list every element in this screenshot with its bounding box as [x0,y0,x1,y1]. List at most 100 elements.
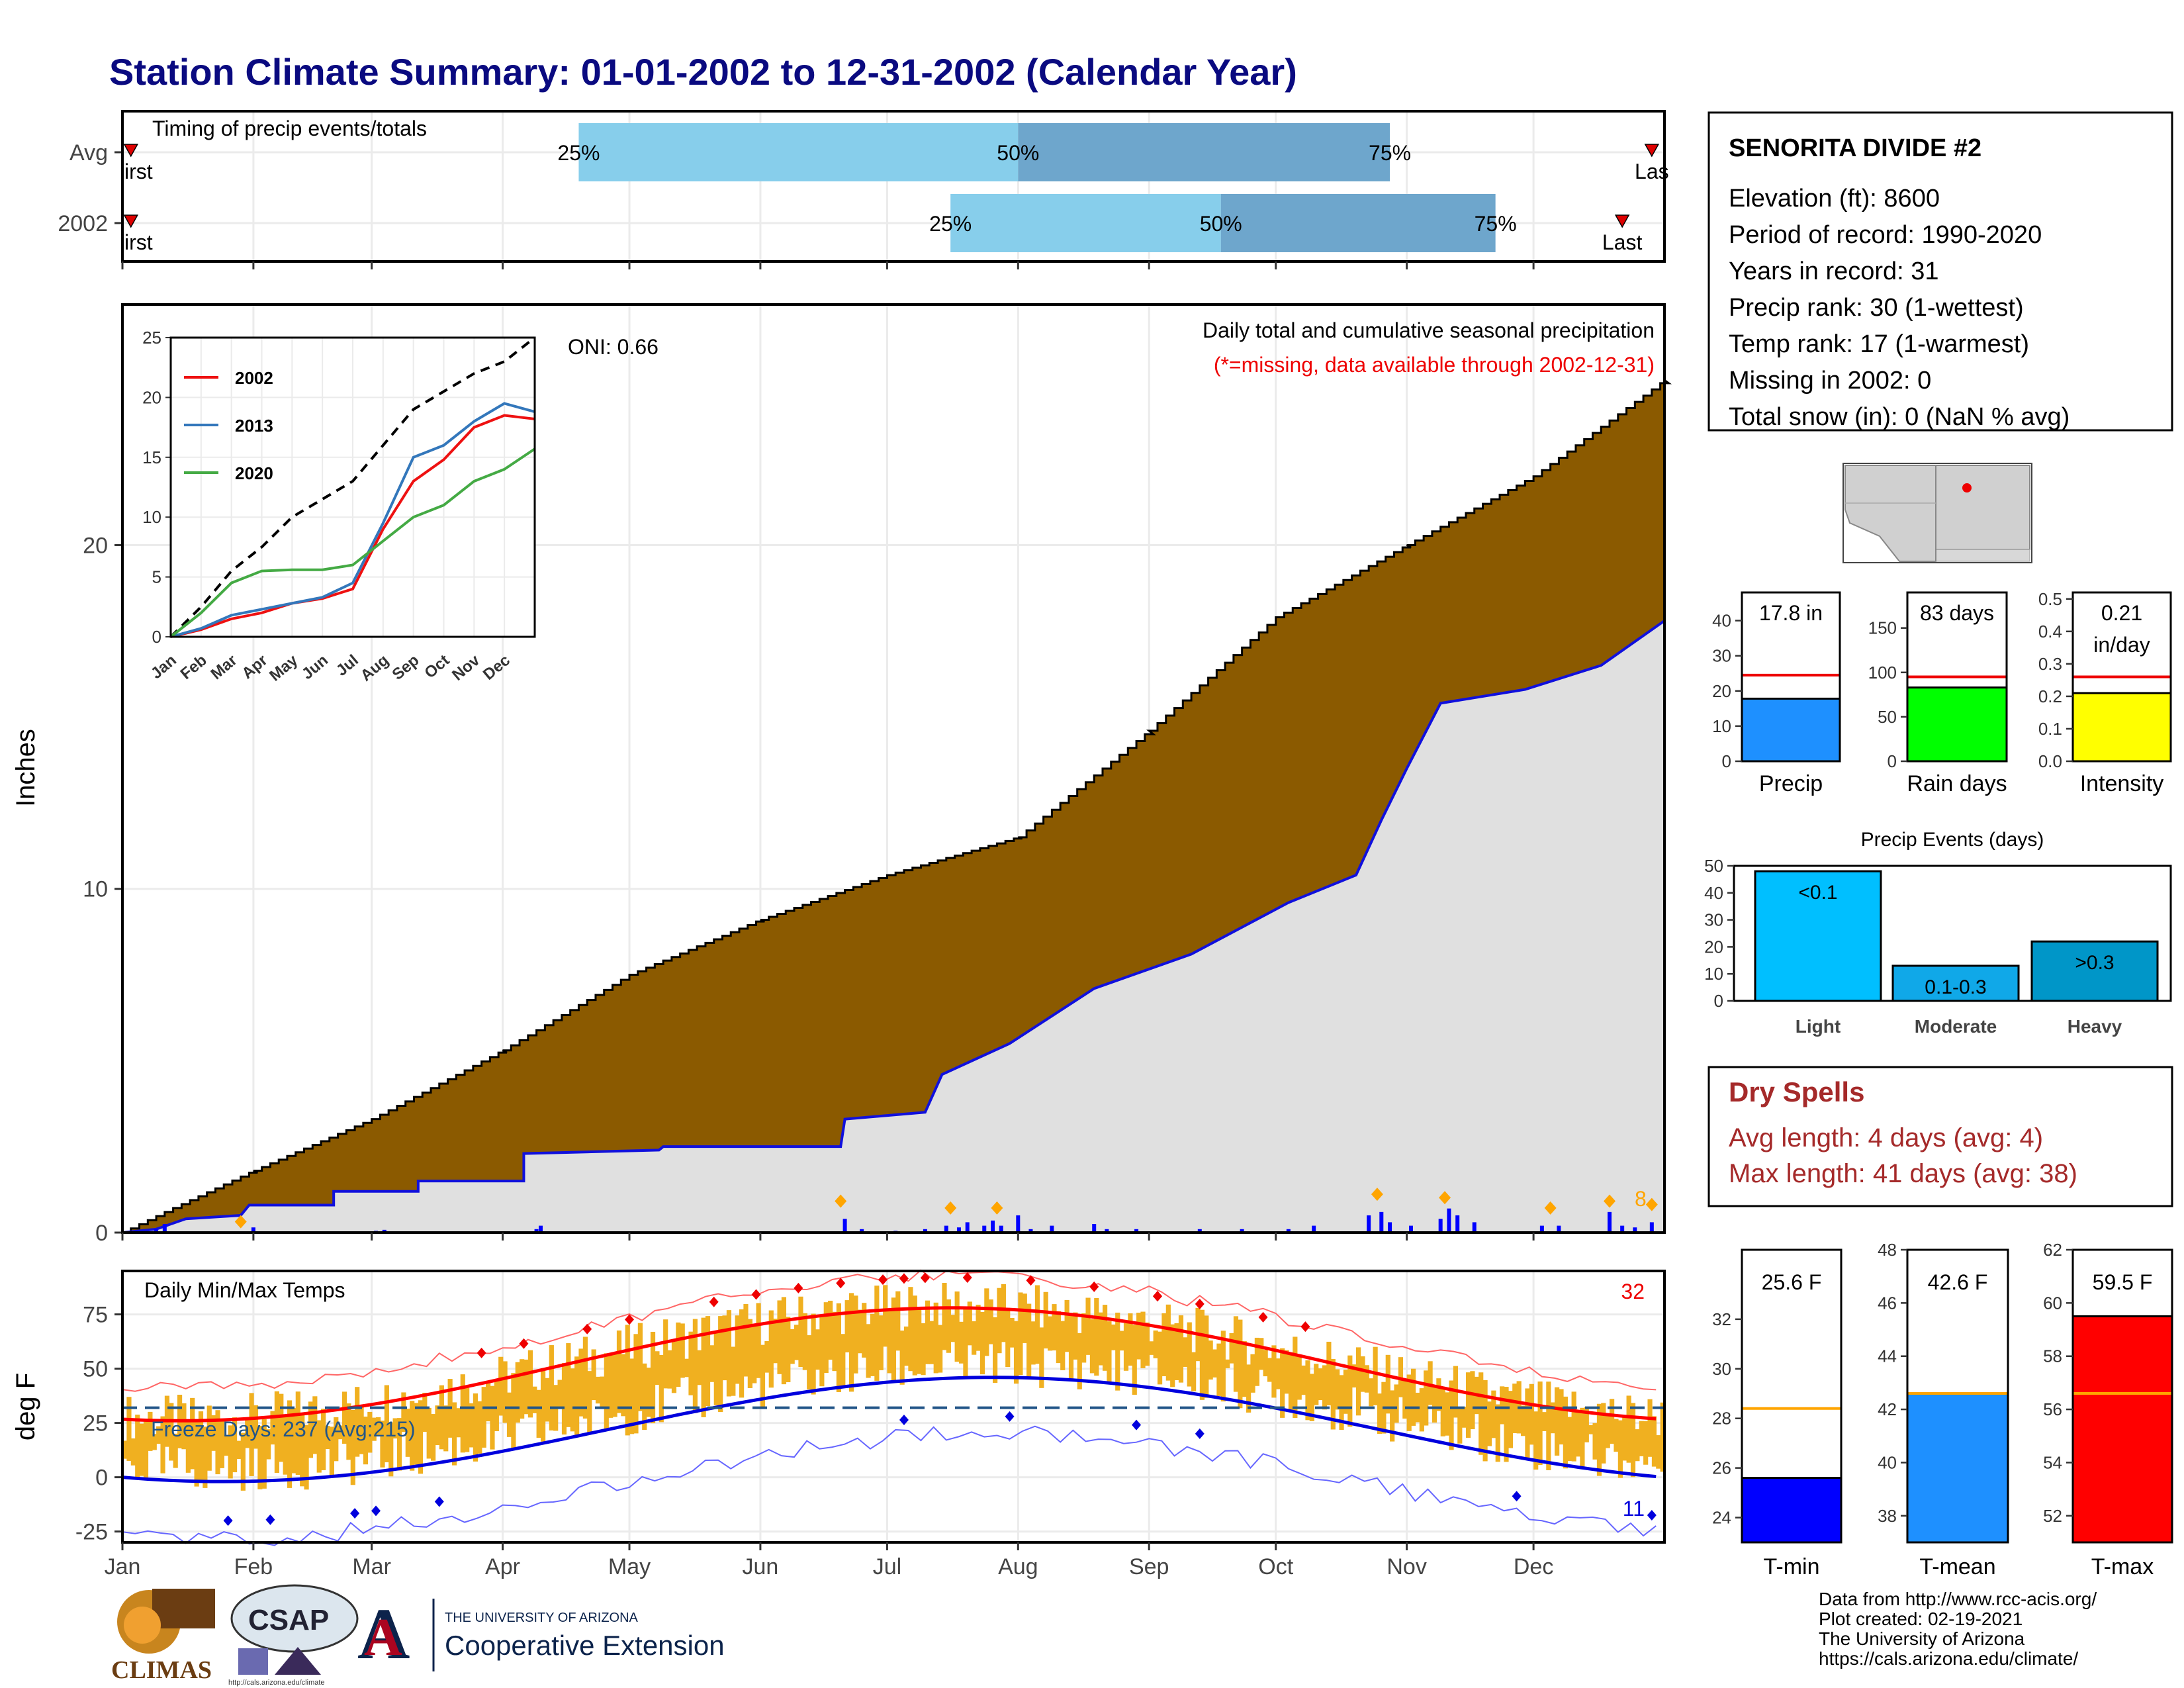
daily-temp-bar [1140,1311,1146,1368]
daily-temp-bar [139,1423,144,1476]
daily-temp-bar [1199,1309,1205,1400]
inset-series-line [169,447,536,638]
temp-summary-bar [1741,1477,1843,1544]
tempbar-ytick-label: 48 [1878,1240,1897,1260]
daily-temp-bar [266,1429,271,1460]
daily-temp-bar [925,1300,931,1364]
month-label: Sep [1129,1554,1169,1579]
daily-precip-bar [1633,1227,1637,1233]
month-label: Dec [1514,1554,1553,1579]
daily-precip-bar [1539,1225,1544,1233]
summary-ytick-label: 0.3 [2038,654,2062,674]
daily-temp-bar [1440,1389,1445,1436]
daily-precip-bar [1557,1225,1561,1233]
daily-temp-bar [1356,1347,1361,1416]
daily-temp-bar [756,1303,761,1378]
daily-temp-bar [253,1405,259,1449]
daily-temp-bar [396,1418,402,1471]
daily-temp-bar [1009,1318,1015,1348]
heavy-precip-marker [1439,1191,1451,1205]
summary-frame [1906,591,2008,763]
record-high-marker [582,1323,592,1335]
daily-temp-bar [954,1291,960,1362]
daily-precip-bar [842,1219,847,1233]
daily-temp-bar [1048,1316,1053,1351]
daily-temp-bar [908,1287,913,1372]
daily-temp-bar [228,1425,233,1479]
record-low-marker [434,1496,444,1507]
daily-temp-bar [1263,1350,1268,1377]
daily-temp-bar [979,1312,985,1375]
footer-credit-line: Data from http://www.rcc-acis.org/ [1819,1589,2097,1609]
daily-temp-bar [815,1329,821,1370]
record-low-marker [1195,1428,1205,1439]
record-high-marker [878,1274,888,1286]
daily-temp-bar [240,1432,246,1491]
svg-text:A: A [364,1609,402,1667]
last-event-marker [1644,144,1660,158]
climas-logo-text: CLIMAS [111,1656,212,1684]
freeze-days-label: Freeze Days: 237 (Avg:215) [151,1417,416,1441]
station-info-line: Total snow (in): 0 (NaN % avg) [1729,403,2070,431]
temp-axis-label: T-mean [1919,1554,1995,1579]
daily-temp-bar [836,1303,842,1392]
daily-precip-bar [1649,1222,1654,1233]
daily-temp-bar [1343,1370,1349,1414]
daily-temp-bar [823,1302,829,1374]
summary-unit-label: in/day [2093,633,2150,657]
daily-temp-bar [1305,1360,1310,1421]
daily-temp-bar [828,1300,833,1360]
timing-bar-25-50 [950,194,1221,252]
daily-temp-bar [350,1409,355,1485]
record-high-marker [899,1273,909,1284]
footer-logos: CLIMAS CSAP http://cals.arizona.edu/clim… [111,1584,725,1687]
daily-temp-bar [384,1385,389,1463]
daily-temp-bar [1647,1399,1653,1457]
daily-temp-bar [891,1297,896,1382]
timing-p25-label: 25% [929,212,972,236]
heavy-precip-marker [1371,1188,1383,1201]
daily-temp-bar [798,1296,803,1368]
daily-temp-bar [443,1405,449,1452]
daily-temp-bar [637,1323,643,1411]
tempbar-frame [2071,1248,2173,1544]
record-low-marker [1647,1510,1657,1521]
daily-temp-bar [1432,1385,1437,1423]
daily-temp-bar [958,1321,964,1364]
tempbar-ytick-label: 44 [1878,1346,1897,1366]
location-map [1843,463,2032,563]
first-label: irst [124,160,153,183]
daily-temp-bar [401,1392,406,1432]
ua-small-text: THE UNIVERSITY OF ARIZONA [445,1611,639,1625]
daily-temp-bar [633,1334,639,1434]
daily-temp-bar [1614,1419,1619,1452]
daily-temp-bar [1622,1417,1627,1461]
daily-temp-bar [435,1405,440,1446]
daily-temp-bar [1410,1368,1416,1426]
record-high-marker [625,1314,635,1325]
cumulative-average-area [122,620,1664,1233]
daily-temp-bar [671,1341,677,1393]
daily-temp-bar [1144,1322,1150,1366]
daily-temp-bar [376,1417,381,1436]
daily-temp-bar [1132,1325,1137,1395]
daily-temp-bar [1039,1327,1044,1388]
daily-temp-bar [616,1330,622,1413]
daily-temp-bar [887,1309,892,1374]
event-axis-label: Light [1796,1016,1841,1037]
daily-temp-bar [1259,1338,1264,1370]
daily-temp-bar [1238,1319,1243,1409]
daily-temp-bar [819,1315,825,1387]
daily-temp-bar [245,1420,250,1448]
heavy-precip-marker [1544,1201,1557,1215]
daily-temp-bar [1026,1303,1032,1380]
daily-temp-bar [506,1392,512,1437]
daily-temp-bar [185,1421,191,1473]
temp-ytick-label: 25 [83,1411,108,1436]
tempbar-ytick-label: 38 [1878,1506,1897,1526]
summary-ytick-label: 30 [1712,646,1731,666]
daily-precip-bar [1447,1208,1451,1233]
event-axis-label: Heavy [2068,1016,2122,1037]
daily-temp-bar [485,1380,491,1422]
daily-temp-bar [1457,1407,1463,1444]
